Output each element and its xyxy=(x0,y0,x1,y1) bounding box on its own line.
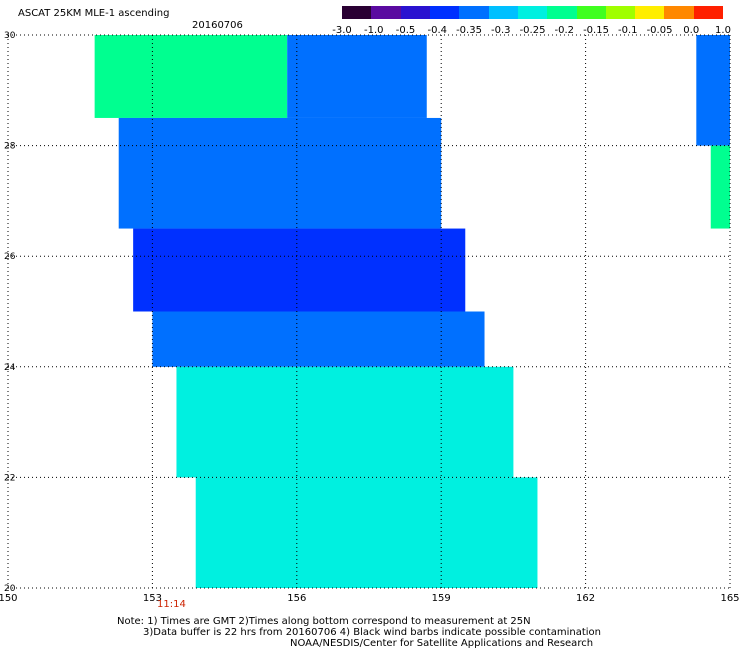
x-tick-label: 165 xyxy=(720,593,739,604)
colorbar-segment xyxy=(693,6,724,19)
colorbar-label: -0.4 xyxy=(427,25,448,36)
colorbar-label: 1.0 xyxy=(715,25,731,36)
y-tick-label: 30 xyxy=(4,31,16,41)
note-line-2: 3)Data buffer is 22 hrs from 20160706 4)… xyxy=(143,627,601,638)
colorbar-segment xyxy=(488,6,518,19)
colorbar-label: -0.15 xyxy=(583,25,609,36)
y-tick-label: 28 xyxy=(4,142,16,152)
colorbar-label: -0.3 xyxy=(490,25,511,36)
swath-cell xyxy=(152,311,485,367)
swath-cell xyxy=(287,35,427,118)
x-tick-label: 150 xyxy=(0,593,18,604)
colorbar-label: -0.05 xyxy=(646,25,673,36)
colorbar-segment xyxy=(459,6,489,19)
colorbar-label: -3.0 xyxy=(332,25,352,36)
colorbar-segment xyxy=(342,6,372,19)
swath-cell xyxy=(176,366,514,478)
swath-cell xyxy=(133,228,466,312)
colorbar-label: -0.5 xyxy=(395,25,416,36)
y-tick-label: 22 xyxy=(4,473,15,483)
colorbar-segment xyxy=(517,6,548,19)
colorbar-segment xyxy=(664,6,694,19)
note-line-1: Note: 1) Times are GMT 2)Times along bot… xyxy=(117,616,531,627)
swath-cell xyxy=(710,145,730,229)
colorbar-label: -0.2 xyxy=(554,25,575,36)
x-tick-label: 156 xyxy=(287,593,306,604)
colorbar-segment xyxy=(547,6,577,19)
swath-cell xyxy=(696,35,730,146)
colorbar-label: -1.0 xyxy=(363,25,384,36)
x-tick-label: 162 xyxy=(576,593,595,604)
colorbar-segment xyxy=(400,6,430,19)
swath-cell xyxy=(94,35,288,118)
credit-line: NOAA/NESDIS/Center for Satellite Applica… xyxy=(290,638,594,649)
colorbar xyxy=(342,6,724,19)
time-label: 11:14 xyxy=(157,599,186,610)
x-tick-label: 159 xyxy=(432,593,451,604)
colorbar-segment xyxy=(576,6,606,19)
colorbar-labels: -3.0 -1.0 -0.5 -0.4 -0.35 -0.3 -0.25 -0.2 -0.15-… xyxy=(330,25,731,37)
swath-cell xyxy=(118,117,442,229)
colorbar-segment xyxy=(429,6,460,19)
colorbar-segment xyxy=(371,6,401,19)
colorbar-segment xyxy=(605,6,636,19)
colorbar-label: -0.1 xyxy=(617,25,638,36)
colorbar-segment xyxy=(635,6,665,19)
y-tick-label: 24 xyxy=(4,363,16,373)
swath-cell xyxy=(195,477,538,588)
colorbar-label: -0.25 xyxy=(519,25,546,36)
colorbar-label: 0.0 xyxy=(683,25,700,36)
y-tick-label: 20 xyxy=(4,584,16,594)
x-tick-label: 153 xyxy=(143,593,162,604)
colorbar-label: -0.35 xyxy=(456,25,482,36)
y-tick-label: 26 xyxy=(4,252,16,262)
chart-date: 20160706 xyxy=(192,20,243,31)
chart-title: ASCAT 25KM MLE-1 ascending xyxy=(18,8,170,19)
